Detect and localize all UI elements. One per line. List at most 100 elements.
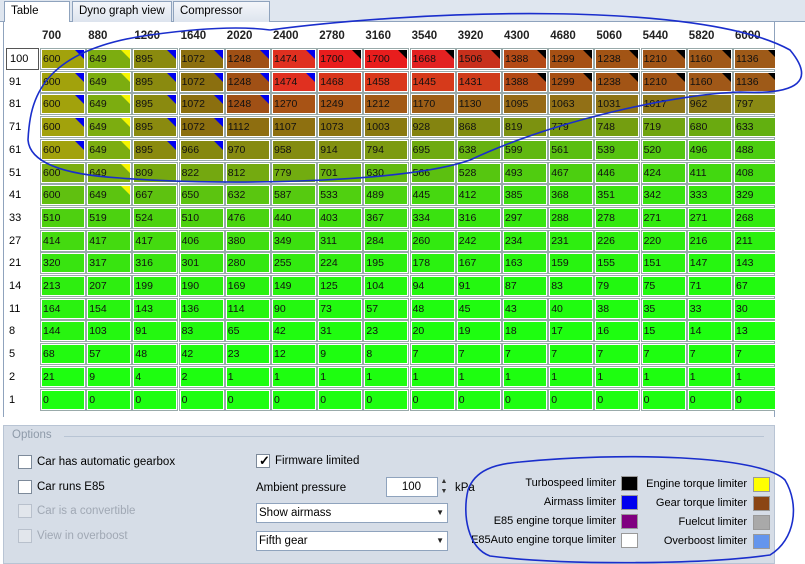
- table-cell[interactable]: 12: [271, 343, 317, 366]
- table-cell[interactable]: 1107: [271, 116, 317, 139]
- table-cell[interactable]: 496: [686, 138, 733, 161]
- table-cell[interactable]: 1072: [178, 93, 225, 116]
- table-cell[interactable]: 1: [224, 365, 271, 388]
- table-cell[interactable]: 144: [40, 320, 86, 343]
- table-cell[interactable]: 600: [40, 93, 86, 116]
- table-cell[interactable]: 368: [548, 184, 595, 207]
- table-cell[interactable]: 1: [502, 365, 548, 388]
- table-cell[interactable]: 1073: [317, 116, 364, 139]
- table-cell[interactable]: 178: [409, 252, 456, 275]
- table-cell[interactable]: 467: [548, 161, 595, 184]
- table-cell[interactable]: 7: [640, 343, 687, 366]
- table-cell[interactable]: 333: [686, 184, 733, 207]
- table-cell[interactable]: 539: [594, 138, 641, 161]
- table-cell[interactable]: 40: [548, 297, 595, 320]
- table-cell[interactable]: 510: [40, 206, 86, 229]
- table-cell[interactable]: 1095: [502, 93, 548, 116]
- table-cell[interactable]: 260: [409, 229, 456, 252]
- table-cell[interactable]: 719: [640, 116, 687, 139]
- table-cell[interactable]: 125: [317, 275, 364, 297]
- table-cell[interactable]: 794: [363, 138, 410, 161]
- table-cell[interactable]: 680: [686, 116, 733, 139]
- table-cell[interactable]: 493: [502, 161, 548, 184]
- table-cell[interactable]: 255: [271, 252, 317, 275]
- table-cell[interactable]: 79: [594, 275, 641, 297]
- table-cell[interactable]: 895: [132, 93, 179, 116]
- table-cell[interactable]: 155: [594, 252, 641, 275]
- table-cell[interactable]: 1136: [733, 48, 779, 70]
- table-cell[interactable]: 649: [86, 70, 133, 93]
- table-cell[interactable]: 207: [86, 275, 133, 297]
- table-cell[interactable]: 9: [86, 365, 133, 388]
- table-cell[interactable]: 38: [594, 297, 641, 320]
- table-cell[interactable]: 1130: [455, 93, 502, 116]
- table-cell[interactable]: 1388: [502, 70, 548, 93]
- table-cell[interactable]: 599: [502, 138, 548, 161]
- table-cell[interactable]: 90: [271, 297, 317, 320]
- table-cell[interactable]: 403: [317, 206, 364, 229]
- table-cell[interactable]: 0: [132, 388, 179, 411]
- table-cell[interactable]: 962: [686, 93, 733, 116]
- table-cell[interactable]: 0: [86, 388, 133, 411]
- table-cell[interactable]: 15: [640, 320, 687, 343]
- table-cell[interactable]: 57: [86, 343, 133, 366]
- table-cell[interactable]: 649: [86, 48, 133, 70]
- table-cell[interactable]: 0: [178, 388, 225, 411]
- table-cell[interactable]: 57: [363, 297, 410, 320]
- row-header[interactable]: 100: [6, 48, 39, 70]
- table-cell[interactable]: 316: [455, 206, 502, 229]
- table-cell[interactable]: 633: [733, 116, 779, 139]
- table-cell[interactable]: 1: [363, 365, 410, 388]
- table-cell[interactable]: 1210: [640, 48, 687, 70]
- table-cell[interactable]: 424: [640, 161, 687, 184]
- table-cell[interactable]: 587: [271, 184, 317, 207]
- table-cell[interactable]: 0: [409, 388, 456, 411]
- table-cell[interactable]: 1072: [178, 70, 225, 93]
- table-cell[interactable]: 0: [363, 388, 410, 411]
- table-cell[interactable]: 43: [502, 297, 548, 320]
- table-cell[interactable]: 488: [733, 138, 779, 161]
- table-cell[interactable]: 1: [409, 365, 456, 388]
- table-cell[interactable]: 809: [132, 161, 179, 184]
- table-cell[interactable]: 0: [455, 388, 502, 411]
- table-cell[interactable]: 476: [224, 206, 271, 229]
- table-cell[interactable]: 1: [640, 365, 687, 388]
- table-cell[interactable]: 895: [132, 48, 179, 70]
- table-cell[interactable]: 1212: [363, 93, 410, 116]
- table-cell[interactable]: 231: [548, 229, 595, 252]
- table-cell[interactable]: 7: [455, 343, 502, 366]
- table-cell[interactable]: 23: [363, 320, 410, 343]
- table-cell[interactable]: 199: [132, 275, 179, 297]
- table-cell[interactable]: 297: [502, 206, 548, 229]
- table-cell[interactable]: 928: [409, 116, 456, 139]
- table-cell[interactable]: 1388: [502, 48, 548, 70]
- table-cell[interactable]: 1248: [224, 70, 271, 93]
- table-cell[interactable]: 278: [594, 206, 641, 229]
- table-cell[interactable]: 190: [178, 275, 225, 297]
- table-cell[interactable]: 1160: [686, 70, 733, 93]
- table-cell[interactable]: 167: [455, 252, 502, 275]
- table-cell[interactable]: 7: [409, 343, 456, 366]
- table-cell[interactable]: 0: [733, 388, 779, 411]
- table-cell[interactable]: 1: [594, 365, 641, 388]
- table-cell[interactable]: 868: [455, 116, 502, 139]
- table-cell[interactable]: 45: [455, 297, 502, 320]
- table-cell[interactable]: 533: [317, 184, 364, 207]
- table-cell[interactable]: 1160: [686, 48, 733, 70]
- table-cell[interactable]: 561: [548, 138, 595, 161]
- table-cell[interactable]: 1270: [271, 93, 317, 116]
- table-cell[interactable]: 342: [640, 184, 687, 207]
- table-cell[interactable]: 1474: [271, 70, 317, 93]
- spin-up-icon[interactable]: ▲: [440, 478, 448, 485]
- table-cell[interactable]: 1170: [409, 93, 456, 116]
- table-cell[interactable]: 970: [224, 138, 271, 161]
- table-cell[interactable]: 284: [363, 229, 410, 252]
- table-cell[interactable]: 958: [271, 138, 317, 161]
- table-cell[interactable]: 914: [317, 138, 364, 161]
- table-cell[interactable]: 367: [363, 206, 410, 229]
- table-cell[interactable]: 417: [132, 229, 179, 252]
- tab-dyno-graph-view[interactable]: Dyno graph view: [72, 1, 172, 22]
- table-cell[interactable]: 1112: [224, 116, 271, 139]
- row-header[interactable]: 11: [6, 297, 39, 320]
- table-cell[interactable]: 234: [502, 229, 548, 252]
